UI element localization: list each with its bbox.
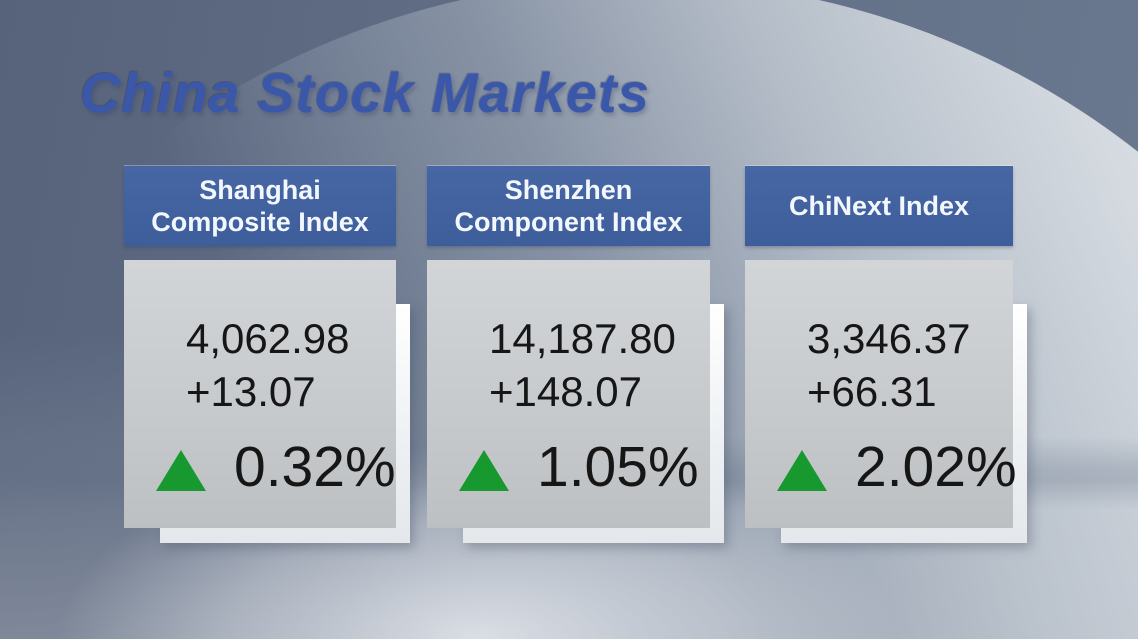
index-name-line1: ChiNext Index [788,191,970,221]
index-figures: 3,346.37 +66.31 [807,312,971,418]
index-value: 4,062.98 [186,315,350,362]
index-percent: 0.32% [234,435,396,499]
index-value: 3,346.37 [807,315,971,362]
index-value: 14,187.80 [489,315,676,362]
up-arrow-icon [777,450,827,491]
index-name-header: ChiNext Index [745,166,1013,246]
index-name-header: Shenzhen Component Index [427,166,710,246]
index-change: +148.07 [489,368,642,415]
index-change: +66.31 [807,368,937,415]
index-card-body: 4,062.98 +13.07 0.32% [124,260,410,543]
index-figures: 14,187.80 +148.07 [489,312,676,418]
index-card-chinext: ChiNext Index 3,346.37 +66.31 2.02% [745,166,1027,543]
index-percent-row: 0.32% [156,439,396,496]
up-arrow-icon [459,450,509,491]
index-card-body: 3,346.37 +66.31 2.02% [745,260,1027,543]
index-name-line1: Shanghai [199,175,321,205]
index-percent-row: 1.05% [459,439,699,496]
index-name-line2: Composite Index [151,207,369,237]
index-percent: 1.05% [537,435,699,499]
index-percent-row: 2.02% [777,439,1017,496]
index-name-line2: Component Index [454,207,683,237]
index-card-body: 14,187.80 +148.07 1.05% [427,260,724,543]
index-name-line1: Shenzhen [504,175,633,205]
index-card-shenzhen-component: Shenzhen Component Index 14,187.80 +148.… [427,166,724,543]
index-change: +13.07 [186,368,316,415]
index-name-header: Shanghai Composite Index [124,166,396,246]
index-percent: 2.02% [855,435,1017,499]
index-card-shanghai-composite: Shanghai Composite Index 4,062.98 +13.07… [124,166,410,543]
page-title: China Stock Markets [80,61,650,124]
index-figures: 4,062.98 +13.07 [186,312,350,418]
up-arrow-icon [156,450,206,491]
